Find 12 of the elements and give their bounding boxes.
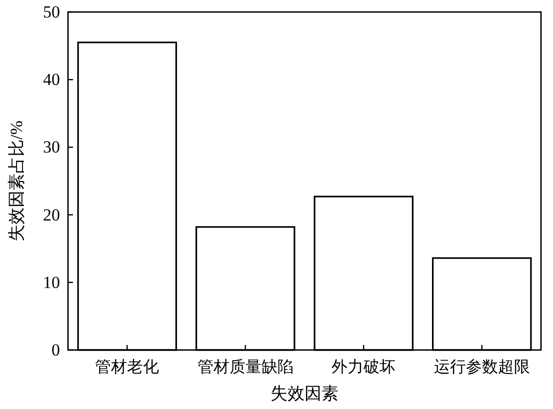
x-tick-label: 运行参数超限 xyxy=(434,358,530,376)
y-tick-label: 10 xyxy=(43,272,60,292)
x-tick-label: 管材老化 xyxy=(95,358,160,376)
y-tick-label: 30 xyxy=(43,138,60,157)
y-tick-label: 20 xyxy=(43,205,60,224)
y-tick-label: 0 xyxy=(52,340,60,360)
y-axis-title: 失效因素占比/% xyxy=(7,120,26,242)
x-axis-title: 失效因素 xyxy=(270,384,338,403)
y-tick-label: 40 xyxy=(43,70,60,90)
y-tick-label: 50 xyxy=(43,2,60,22)
x-tick-label: 管材质量缺陷 xyxy=(197,358,294,376)
x-tick-label: 外力破坏 xyxy=(332,358,396,376)
